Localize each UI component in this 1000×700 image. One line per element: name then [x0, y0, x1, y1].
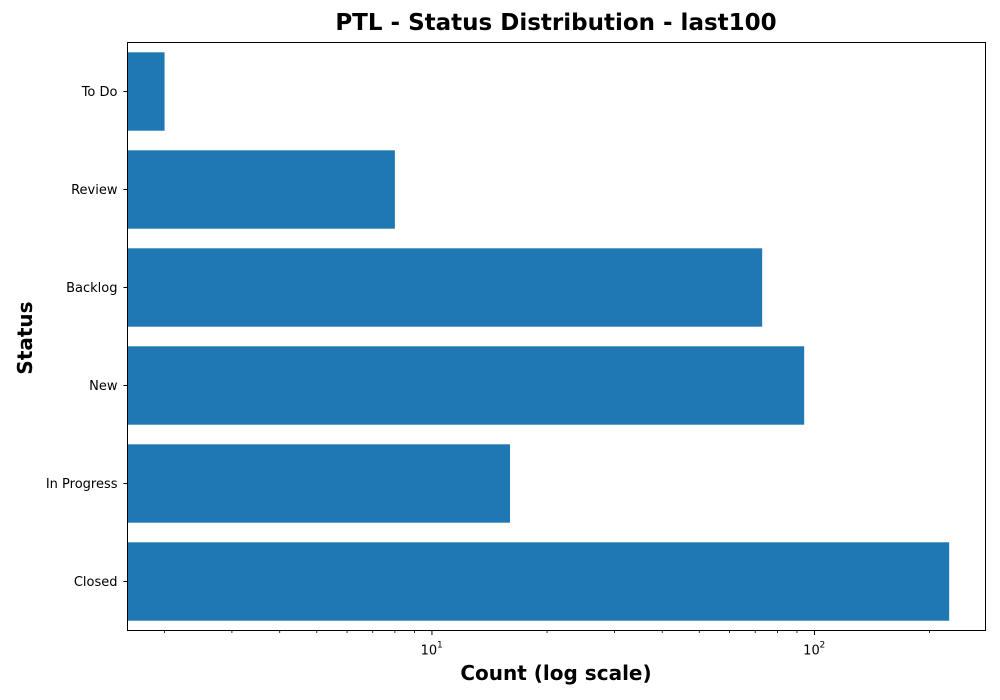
x-axis-label: Count (log scale) [460, 661, 652, 685]
x-tick-exponent: 1 [437, 641, 443, 651]
bar-backlog [127, 248, 763, 327]
y-tick-label: Review [71, 183, 118, 198]
y-tick-label: Closed [74, 575, 118, 590]
bar-in-progress [127, 444, 511, 523]
bar-closed [127, 542, 950, 621]
y-tick-label: To Do [81, 85, 118, 100]
y-tick-label: Backlog [66, 281, 117, 296]
axes-group: To Do Review Backlog New In Progress Closed 10… [46, 85, 931, 659]
x-tick-label: 10 [803, 644, 820, 659]
y-tick-label: New [89, 379, 118, 394]
bar-to-do [127, 52, 165, 131]
chart-title: PTL - Status Distribution - last100 [335, 10, 777, 36]
plot-frame [127, 42, 986, 631]
x-tick-exponent: 2 [819, 641, 825, 651]
bar-review [127, 150, 395, 229]
bars-group [127, 52, 950, 621]
y-tick-label: In Progress [46, 477, 118, 492]
x-tick-label: 10 [421, 644, 438, 659]
bar-new [127, 346, 805, 425]
